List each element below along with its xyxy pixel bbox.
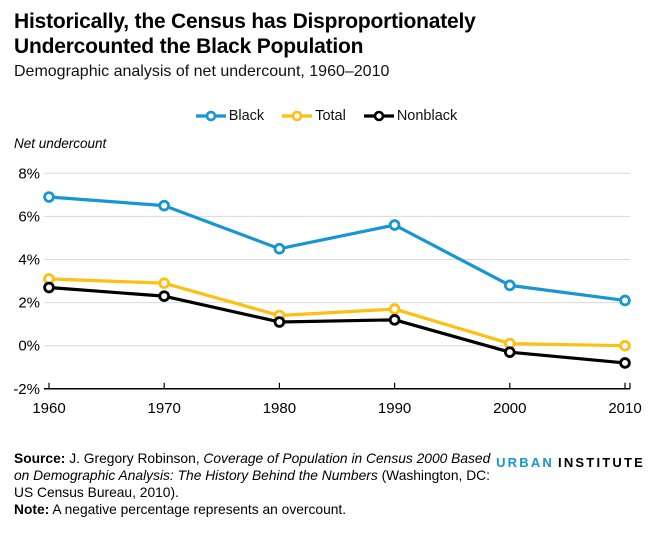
data-point-total	[388, 303, 401, 315]
legend-circle	[373, 110, 385, 122]
source-label: Source:	[14, 451, 66, 466]
legend-marker-icon	[282, 110, 313, 122]
x-tick-label: 1970	[148, 400, 181, 417]
source-author: J. Gregory Robinson,	[65, 451, 204, 466]
y-tick-label: 6%	[18, 208, 40, 225]
x-tick-label: 2000	[493, 400, 526, 417]
data-point-nonblack	[273, 316, 286, 328]
y-tick-label: 0%	[18, 338, 40, 355]
y-tick-label: 8%	[18, 165, 40, 182]
data-point-nonblack	[43, 281, 55, 294]
legend-item-total: Total	[282, 108, 346, 124]
series-line-nonblack	[48, 285, 626, 365]
source-publisher: (Washington, DC: US Census Bureau, 2010)…	[14, 468, 490, 500]
title-line-2: Undercounted the Black Population	[14, 35, 364, 58]
source-note: Source: J. Gregory Robinson, Coverage of…	[14, 450, 492, 518]
chart-header: Historically, the Census has Disproporti…	[0, 0, 653, 81]
x-tick-label: 2010	[608, 400, 641, 417]
x-tick-label: 1980	[263, 400, 296, 417]
data-point-black	[158, 199, 171, 212]
data-point-total	[158, 277, 171, 290]
page-title: Historically, the Census has Disproporti…	[14, 9, 639, 59]
source-title: Coverage of Population in Census 2000 Ba…	[14, 451, 491, 483]
legend-item-nonblack: Nonblack	[363, 108, 458, 124]
legend-marker-icon	[195, 110, 226, 122]
legend-marker-icon	[363, 110, 394, 122]
y-tick-label: -2%	[13, 381, 40, 398]
data-point-nonblack	[388, 314, 401, 326]
urban-institute-logo: URBAN INSTITUTE	[496, 455, 645, 470]
data-point-nonblack	[503, 346, 516, 358]
legend-label: Total	[315, 108, 346, 124]
legend-item-black: Black	[195, 108, 265, 124]
y-tick-label: 4%	[18, 252, 40, 269]
chart-subtitle: Demographic analysis of net undercount, …	[14, 63, 390, 80]
legend-label: Black	[228, 108, 265, 124]
legend-circle	[205, 110, 217, 122]
y-tick-label: 2%	[18, 295, 40, 312]
data-point-nonblack	[158, 290, 171, 302]
title-line-1: Historically, the Census has Disproporti…	[14, 10, 476, 33]
data-point-black	[619, 294, 631, 307]
series-line-black	[48, 195, 626, 303]
logo-urban-text: URBAN	[496, 455, 555, 470]
data-point-black	[273, 242, 286, 255]
data-point-nonblack	[619, 357, 631, 369]
data-point-black	[388, 219, 401, 231]
note-text: A negative percentage represents an over…	[49, 502, 347, 517]
chart-footer: Source: J. Gregory Robinson, Coverage of…	[14, 450, 645, 518]
x-tick-label: 1960	[32, 400, 65, 417]
legend-circle	[291, 110, 303, 122]
x-tick-label: 1990	[378, 400, 411, 417]
chart-legend: Black Total Nonblack	[0, 108, 653, 124]
line-chart-canvas: 8% 6% 4% 2% 0% -2% 1960 1970 1980 1990 2000 2010	[13, 165, 641, 417]
logo-institute-text: INSTITUTE	[558, 455, 645, 470]
data-point-total	[619, 339, 631, 352]
data-point-black	[503, 279, 516, 292]
legend-label: Nonblack	[396, 108, 458, 124]
y-axis-title: Net undercount	[14, 136, 107, 151]
note-label: Note:	[14, 502, 50, 517]
line-chart: 8% 6% 4% 2% 0% -2% 1960 1970 1980 1990 2000 2010	[0, 155, 653, 425]
series-line-total	[48, 277, 626, 348]
data-point-black	[43, 191, 55, 203]
